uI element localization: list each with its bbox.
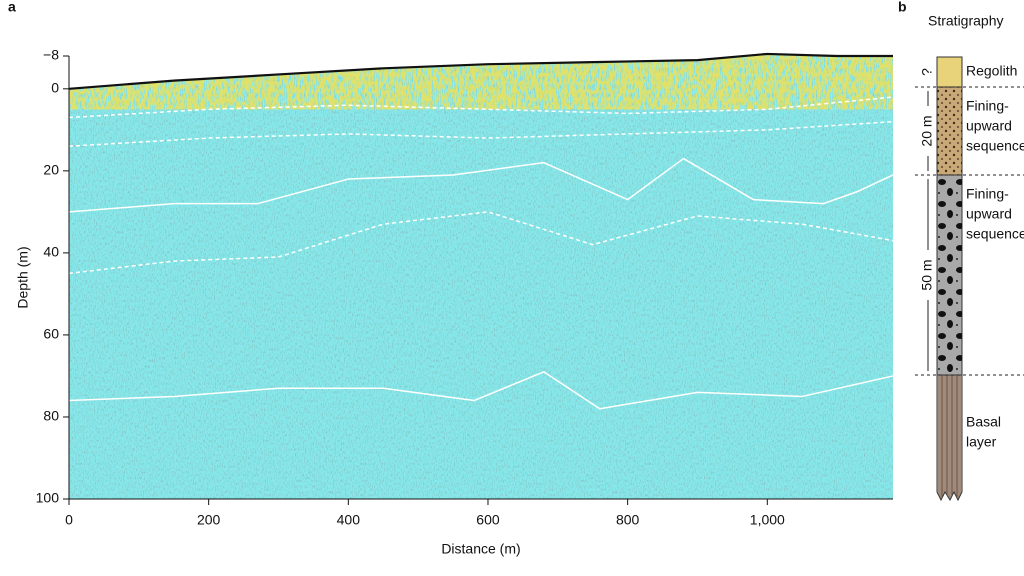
x-tick-label: 1,000 bbox=[750, 512, 785, 528]
interface-line bbox=[68, 211, 894, 275]
panel-a: a −8 0 20 40 60 80 100 0 200 400 600 800 1,000 Distanc… bbox=[8, 0, 894, 557]
unit-label: upward bbox=[966, 206, 1012, 222]
unit-label: upward bbox=[966, 118, 1012, 134]
unit-label: Fining- bbox=[966, 98, 1009, 114]
y-tick-label: 40 bbox=[43, 244, 59, 260]
unit-label: Fining- bbox=[966, 186, 1009, 202]
y-tick-label: 60 bbox=[43, 326, 59, 342]
panel-label: a bbox=[8, 0, 16, 15]
noise-upper bbox=[69, 53, 893, 110]
interface-line bbox=[68, 371, 894, 410]
x-tick-label: 200 bbox=[197, 512, 221, 528]
unit-pattern bbox=[937, 375, 962, 500]
interface-line bbox=[68, 157, 894, 213]
unit-fill bbox=[936, 56, 963, 88]
radargram-texture bbox=[69, 53, 893, 499]
y-tick-label: 80 bbox=[43, 408, 59, 424]
unit-pattern bbox=[937, 175, 962, 375]
unit-label: layer bbox=[966, 434, 997, 450]
y-tick-label: −8 bbox=[43, 47, 59, 63]
thickness-label: ? bbox=[919, 68, 935, 76]
panel-b: b Stratigraphy Regolith? Fining-upward seque… bbox=[898, 0, 1024, 502]
unit-label: Regolith bbox=[966, 63, 1017, 79]
x-axis-label: Distance (m) bbox=[441, 541, 520, 557]
x-tick-label: 400 bbox=[337, 512, 361, 528]
radargram bbox=[69, 53, 893, 499]
y-tick-label: 0 bbox=[51, 80, 59, 96]
panel-title: Stratigraphy bbox=[928, 13, 1003, 29]
y-tick-label: 100 bbox=[36, 490, 60, 506]
x-tick-label: 0 bbox=[65, 512, 73, 528]
noise bbox=[69, 53, 893, 499]
thickness-label: 20 m bbox=[919, 115, 935, 146]
panel-label: b bbox=[898, 0, 907, 15]
surface-line bbox=[68, 52, 893, 90]
thickness-label: 50 m bbox=[919, 259, 935, 290]
unit-label: Basal bbox=[966, 414, 1001, 430]
unit-label: sequence bbox=[966, 226, 1024, 242]
x-tick-label: 800 bbox=[616, 512, 640, 528]
unit-pattern bbox=[937, 87, 962, 175]
y-axis-label: Depth (m) bbox=[15, 246, 31, 308]
x-tick-label: 600 bbox=[476, 512, 500, 528]
unit-label: sequence bbox=[966, 138, 1024, 154]
y-tick-label: 20 bbox=[43, 162, 59, 178]
